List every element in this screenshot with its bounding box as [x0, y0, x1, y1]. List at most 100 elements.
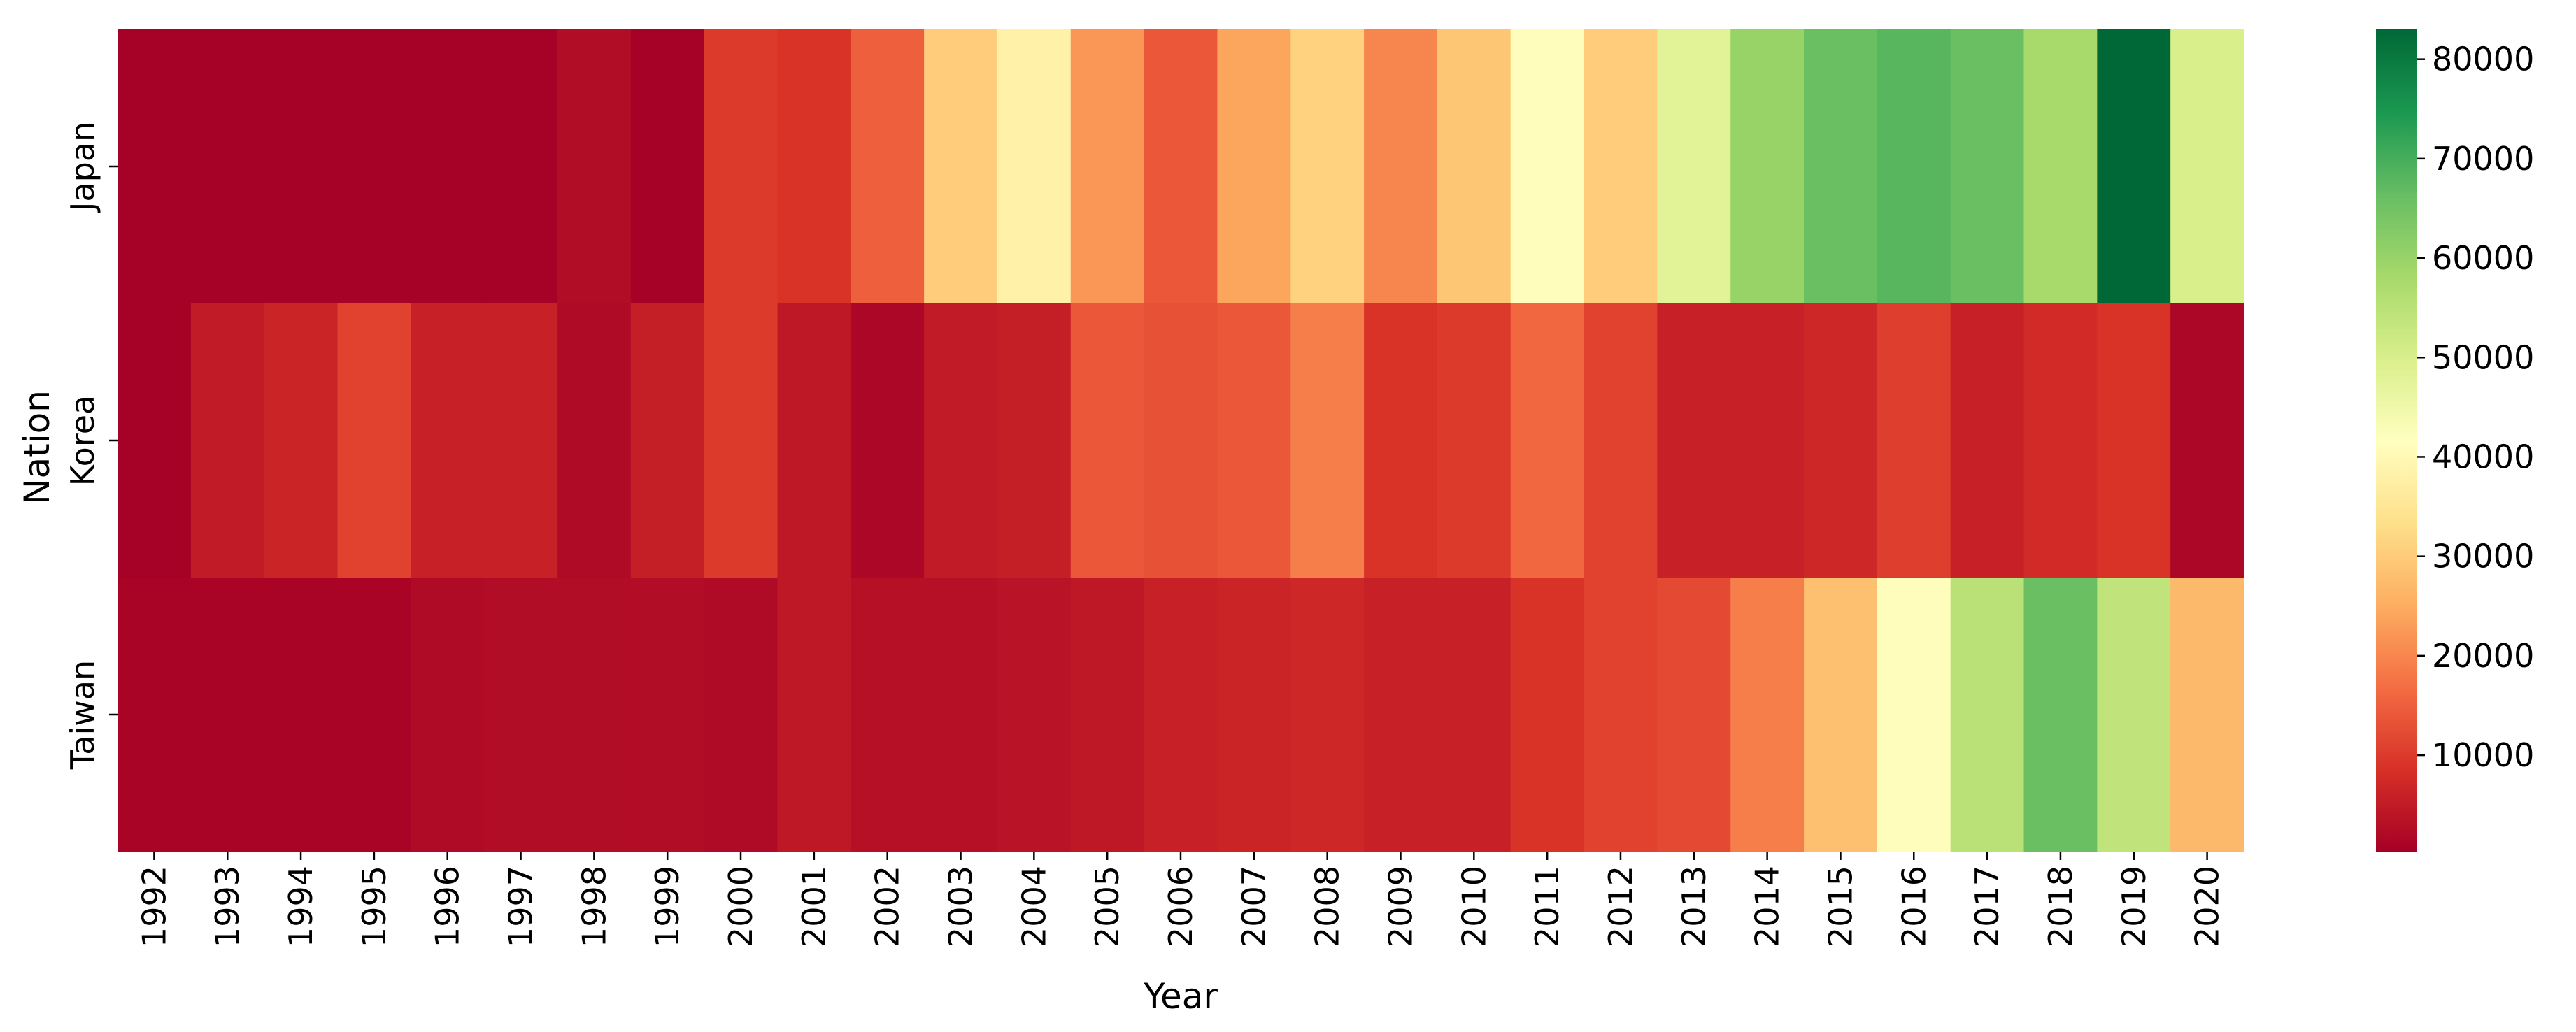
heatmap-cell: [851, 29, 925, 304]
heatmap-cell: [2170, 303, 2244, 578]
x-axis-ticks: 1992 1993 1994 1995 1996 1997 1998 1999 2000 2001…: [135, 852, 2226, 947]
heatmap-cell: [337, 578, 411, 852]
x-tick-label: 2016: [1895, 866, 1933, 947]
heatmap-cell: [484, 29, 558, 304]
heatmap-cell: [118, 29, 192, 304]
heatmap-cell: [2023, 29, 2098, 304]
heatmap-cell: [924, 303, 998, 578]
heatmap-cell: [1510, 303, 1585, 578]
heatmap-cell: [1364, 303, 1438, 578]
y-axis-label: Nation: [17, 390, 57, 505]
heatmap-cell: [118, 303, 192, 578]
heatmap-cell: [924, 29, 998, 304]
heatmap-cell: [1217, 29, 1291, 304]
x-tick-label: 1993: [208, 866, 246, 947]
x-tick-label: 2002: [869, 866, 906, 947]
heatmap-cell: [2023, 578, 2098, 852]
heatmap-cell: [1804, 29, 1878, 304]
heatmap-cell: [1877, 29, 1951, 304]
heatmap-cell: [777, 578, 851, 852]
x-tick-label: 2012: [1602, 866, 1639, 947]
heatmap-cell: [1144, 29, 1218, 304]
heatmap-cell: [777, 303, 851, 578]
heatmap-cell: [2023, 303, 2098, 578]
heatmap-cell: [1070, 578, 1145, 852]
heatmap-cell: [851, 578, 925, 852]
x-tick-label: 1998: [575, 866, 613, 947]
heatmap-cell: [1877, 303, 1951, 578]
heatmap-cell: [337, 303, 411, 578]
colorbar-tick-label: 10000: [2432, 736, 2534, 774]
heatmap-cell: [411, 303, 485, 578]
x-tick-label: 2009: [1382, 866, 1420, 947]
heatmap-cell: [1950, 303, 2025, 578]
heatmap-cell: [1510, 578, 1585, 852]
heatmap-cell: [1290, 303, 1365, 578]
y-tick-label: Korea: [64, 395, 101, 486]
x-tick-label: 2004: [1015, 866, 1053, 947]
x-axis-label: Year: [1143, 976, 1218, 1017]
heatmap-cell: [484, 303, 558, 578]
x-tick-label: 1992: [135, 866, 173, 947]
heatmap-cell: [1290, 29, 1365, 304]
x-tick-label: 2000: [722, 866, 760, 947]
x-tick-label: 2010: [1455, 866, 1493, 947]
heatmap-cell: [630, 578, 705, 852]
x-tick-label: 1999: [648, 866, 686, 947]
heatmap-cell: [630, 303, 705, 578]
heatmap-cell: [1144, 303, 1218, 578]
heatmap-cell: [1657, 29, 1731, 304]
x-tick-label: 1995: [355, 866, 393, 947]
heatmap-cell: [2097, 303, 2171, 578]
heatmap-cell: [337, 29, 411, 304]
x-tick-label: 2017: [1968, 866, 2006, 947]
heatmap-cell: [704, 578, 778, 852]
heatmap-cell: [1804, 303, 1878, 578]
colorbar-tick-label: 20000: [2432, 637, 2534, 675]
heatmap-cell: [1584, 29, 1658, 304]
colorbar-tick-label: 30000: [2432, 538, 2534, 575]
heatmap-cell: [1437, 303, 1511, 578]
heatmap-cell: [484, 578, 558, 852]
heatmap-cell: [924, 578, 998, 852]
heatmap-cell: [118, 578, 192, 852]
colorbar-tick-label: 80000: [2432, 41, 2534, 78]
heatmap-cell: [1217, 303, 1291, 578]
heatmap-cells: [118, 29, 2244, 852]
colorbar: [2376, 29, 2417, 852]
x-tick-label: 1996: [429, 866, 467, 947]
heatmap-cell: [630, 29, 705, 304]
heatmap-cell: [1657, 303, 1731, 578]
heatmap-cell: [1290, 578, 1365, 852]
heatmap-cell: [1510, 29, 1585, 304]
heatmap-cell: [1804, 578, 1878, 852]
heatmap-cell: [1950, 578, 2025, 852]
heatmap-cell: [1144, 578, 1218, 852]
x-tick-label: 1994: [282, 866, 320, 947]
x-tick-label: 2018: [2042, 866, 2079, 947]
x-tick-label: 1997: [502, 866, 540, 947]
x-tick-label: 2020: [2189, 866, 2226, 947]
x-tick-label: 2011: [1528, 866, 1566, 947]
heatmap-cell: [264, 303, 339, 578]
x-tick-label: 2006: [1162, 866, 1200, 947]
heatmap-cell: [997, 578, 1072, 852]
heatmap-cell: [1657, 578, 1731, 852]
x-tick-label: 2013: [1675, 866, 1713, 947]
heatmap-cell: [1437, 29, 1511, 304]
x-tick-label: 2008: [1309, 866, 1346, 947]
heatmap-cell: [1217, 578, 1291, 852]
heatmap-cell: [264, 578, 339, 852]
x-tick-label: 2003: [942, 866, 980, 947]
heatmap-cell: [557, 29, 632, 304]
heatmap-cell: [1070, 29, 1145, 304]
y-axis-ticks: Japan Korea Taiwan: [64, 122, 118, 770]
x-tick-label: 2019: [2115, 866, 2153, 947]
heatmap-cell: [1584, 578, 1658, 852]
heatmap-cell: [1730, 29, 1805, 304]
heatmap-cell: [190, 29, 265, 304]
heatmap-cell: [777, 29, 851, 304]
heatmap-cell: [2097, 29, 2171, 304]
heatmap-cell: [997, 303, 1072, 578]
